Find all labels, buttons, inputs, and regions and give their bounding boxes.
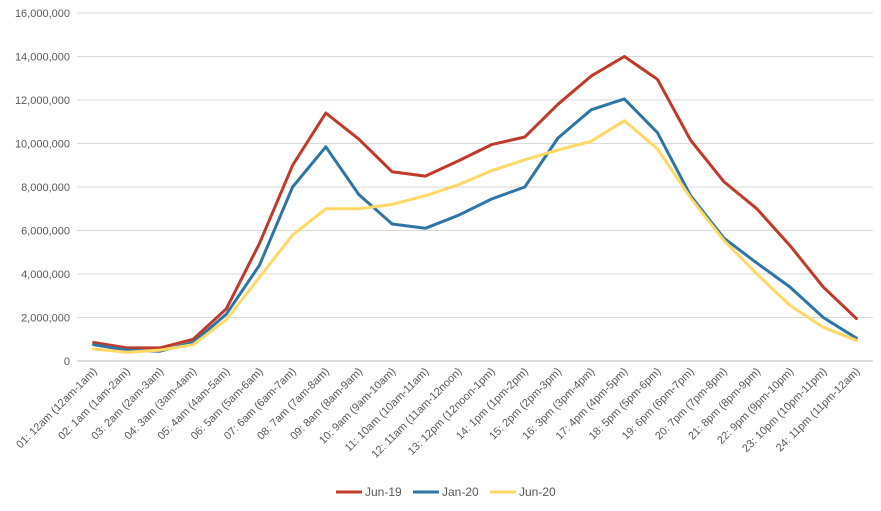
y-tick-label: 2,000,000: [21, 313, 70, 325]
gridlines: [77, 12, 873, 362]
y-tick-label: 4,000,000: [21, 269, 70, 281]
y-tick-label: 16,000,000: [15, 8, 70, 20]
legend: Jun-19 Jan-20 Jun-20: [336, 485, 556, 499]
x-axis: 01: 12am (12am-1am)02: 1am (1am-2am)03: …: [14, 366, 862, 461]
series-line-jun-20: [92, 119, 858, 354]
y-tick-label: 10,000,000: [15, 139, 70, 151]
y-tick-label: 8,000,000: [21, 182, 70, 194]
legend-label: Jun-20: [519, 485, 556, 499]
y-axis: 0 2,000,000 4,000,000 6,000,000 8,000,000 10,…: [15, 8, 70, 368]
y-tick-label: 0: [64, 356, 70, 368]
legend-label: Jan-20: [442, 485, 479, 499]
legend-label: Jun-19: [365, 485, 402, 499]
series-line-jun-19: [92, 55, 858, 350]
series-lines: [92, 55, 858, 354]
series-line-jan-20: [92, 97, 858, 353]
y-tick-label: 14,000,000: [15, 52, 70, 64]
y-tick-label: 12,000,000: [15, 95, 70, 107]
y-tick-label: 6,000,000: [21, 226, 70, 238]
